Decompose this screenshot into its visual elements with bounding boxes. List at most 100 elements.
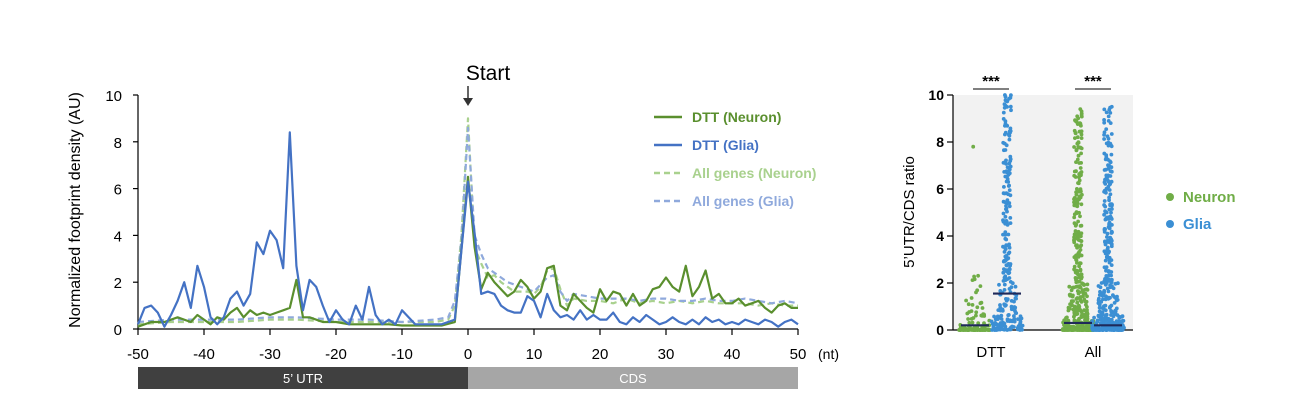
data-point	[1003, 130, 1008, 135]
data-point	[999, 313, 1004, 318]
data-point	[1078, 107, 1083, 111]
data-point	[1111, 328, 1116, 332]
data-point	[1102, 107, 1107, 112]
data-point	[1003, 200, 1008, 205]
data-point	[1067, 306, 1072, 311]
data-point	[1085, 314, 1090, 319]
data-point	[1009, 108, 1013, 113]
data-point	[1107, 198, 1111, 203]
data-point	[1005, 277, 1010, 281]
data-point	[1106, 119, 1111, 123]
data-point	[1112, 311, 1117, 316]
data-point	[1101, 317, 1105, 322]
data-point	[1075, 211, 1079, 216]
data-point	[1109, 242, 1114, 247]
category-label: DTT	[976, 344, 1005, 361]
data-point	[1074, 297, 1079, 301]
data-point	[1104, 274, 1109, 278]
data-point	[1003, 214, 1008, 219]
data-point	[965, 328, 969, 332]
data-point	[1077, 316, 1081, 321]
data-point	[1105, 238, 1110, 243]
data-point	[1112, 295, 1117, 299]
data-point	[1117, 314, 1122, 319]
data-point	[976, 273, 980, 278]
data-point	[1106, 157, 1110, 162]
data-point	[1104, 153, 1109, 158]
data-point	[1076, 237, 1081, 242]
data-point	[1105, 215, 1109, 220]
y-tick-label: 10	[928, 87, 944, 103]
data-point	[1104, 265, 1108, 270]
data-point	[982, 328, 987, 332]
data-point	[1085, 305, 1089, 309]
y-tick-label: 8	[114, 135, 122, 152]
utr-cds-ratio-dot-plot: 5’UTR/CDS ratio 0 2 4 6 8 10 DTT All *** *** Ne…	[901, 73, 1236, 361]
data-point	[996, 317, 1000, 321]
data-point	[1105, 235, 1109, 239]
data-point	[1092, 315, 1096, 320]
x-tick-label: -30	[259, 346, 281, 363]
data-point	[999, 324, 1004, 328]
data-point	[974, 290, 978, 295]
data-point	[1109, 263, 1114, 267]
data-point	[1073, 175, 1078, 179]
data-point	[1099, 281, 1104, 285]
data-point	[1078, 214, 1082, 219]
data-point	[1079, 243, 1084, 248]
data-point	[1120, 327, 1125, 332]
data-point	[1001, 110, 1006, 115]
data-point	[978, 301, 983, 306]
data-point	[1007, 245, 1012, 250]
data-point	[1004, 206, 1009, 211]
data-point	[1073, 131, 1078, 136]
data-point	[1010, 281, 1015, 286]
data-point	[1079, 113, 1084, 117]
significance-label: ***	[1084, 73, 1102, 90]
x-tick-label: -50	[127, 346, 149, 363]
data-point	[1075, 135, 1080, 140]
data-point	[1103, 177, 1107, 182]
y-axis-label: Normalized footprint density (AU)	[67, 92, 84, 328]
data-point	[1082, 282, 1086, 287]
data-point	[1110, 207, 1114, 211]
data-point	[1104, 268, 1108, 273]
data-point	[1108, 304, 1113, 309]
data-point	[1078, 268, 1083, 273]
y-tick-label: 6	[936, 181, 944, 197]
data-point	[1076, 153, 1081, 158]
region-label: 5’ UTR	[283, 371, 323, 386]
data-point	[1078, 224, 1083, 228]
data-point	[1085, 294, 1089, 299]
data-points	[957, 93, 1126, 332]
data-point	[1004, 191, 1009, 196]
data-point	[1075, 311, 1080, 316]
data-point	[1079, 151, 1083, 156]
data-point	[993, 321, 998, 325]
data-point	[1103, 204, 1108, 209]
y-tick-label: 10	[105, 88, 122, 105]
legend-label: Glia	[1183, 216, 1212, 233]
data-point	[1005, 105, 1009, 109]
y-tick-labels: 0 2 4 6 8 10	[105, 88, 122, 339]
data-point	[1010, 318, 1015, 323]
data-point	[1075, 309, 1079, 313]
category-labels: DTT All	[976, 344, 1101, 361]
series-line-1	[136, 131, 799, 328]
data-point	[1109, 132, 1114, 136]
data-point	[1106, 136, 1111, 141]
data-point	[1107, 226, 1112, 231]
data-point	[1007, 188, 1012, 193]
data-point	[1105, 247, 1110, 252]
legend-dot	[1166, 220, 1174, 228]
legend-label: All genes (Neuron)	[692, 165, 816, 181]
data-point	[1079, 253, 1084, 258]
legend-label: DTT (Neuron)	[692, 109, 781, 125]
legend-label: DTT (Glia)	[692, 137, 759, 153]
data-point	[1104, 255, 1109, 259]
data-point	[1112, 321, 1117, 325]
data-point	[1007, 167, 1012, 172]
data-point	[1104, 110, 1109, 115]
data-point	[1002, 302, 1007, 307]
data-point	[982, 313, 986, 317]
